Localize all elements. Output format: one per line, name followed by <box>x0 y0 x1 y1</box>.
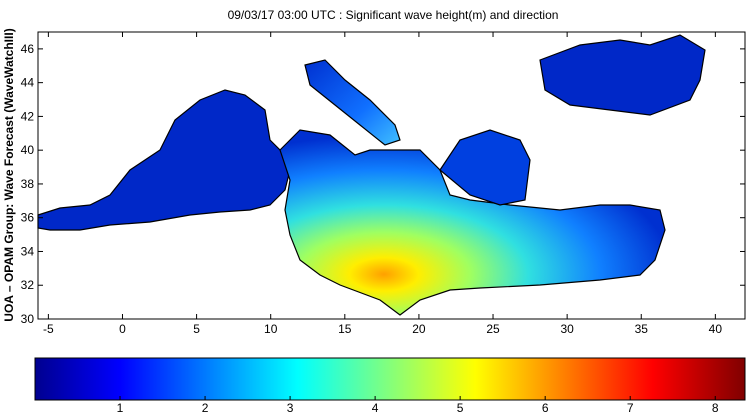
y-tick-label: 32 <box>21 278 35 292</box>
colorbar-tick-label: 7 <box>627 401 634 415</box>
x-tick-label: 5 <box>193 322 200 336</box>
y-tick-label: 44 <box>21 76 35 90</box>
x-tick-label: 20 <box>412 322 426 336</box>
x-tick-label: 40 <box>709 322 723 336</box>
x-tick-label: -5 <box>43 322 54 336</box>
y-tick-label: 38 <box>21 177 35 191</box>
colorbar-tick-label: 2 <box>202 401 209 415</box>
x-tick-label: 30 <box>560 322 574 336</box>
colorbar-tick-label: 5 <box>457 401 464 415</box>
y-tick-label: 40 <box>21 143 35 157</box>
colorbar-tick-label: 1 <box>117 401 124 415</box>
y-tick-label: 30 <box>21 312 35 326</box>
sea-areas <box>37 34 706 316</box>
y-tick-label: 46 <box>21 42 35 56</box>
colorbar-tick-label: 3 <box>287 401 294 415</box>
central-eastern-med <box>279 129 666 316</box>
aegean <box>439 129 531 206</box>
y-tick-label: 36 <box>21 211 35 225</box>
map-title: 09/03/17 03:00 UTC : Significant wave he… <box>228 8 559 22</box>
x-tick-label: 0 <box>119 322 126 336</box>
x-tick-label: 25 <box>486 322 500 336</box>
x-tick-label: 10 <box>264 322 278 336</box>
x-tick-label: 15 <box>338 322 352 336</box>
y-tick-label: 34 <box>21 244 35 258</box>
black-sea <box>539 34 706 116</box>
y-axis-label: UOA – OPAM Group: Wave Forecast (WaveWat… <box>2 28 16 321</box>
colorbar-tick-label: 8 <box>712 401 719 415</box>
colorbar-tick-label: 6 <box>542 401 549 415</box>
colorbar-tick-label: 4 <box>372 401 379 415</box>
y-tick-label: 42 <box>21 109 35 123</box>
x-tick-label: 35 <box>635 322 649 336</box>
adriatic <box>304 59 401 146</box>
colorbar <box>34 357 746 401</box>
